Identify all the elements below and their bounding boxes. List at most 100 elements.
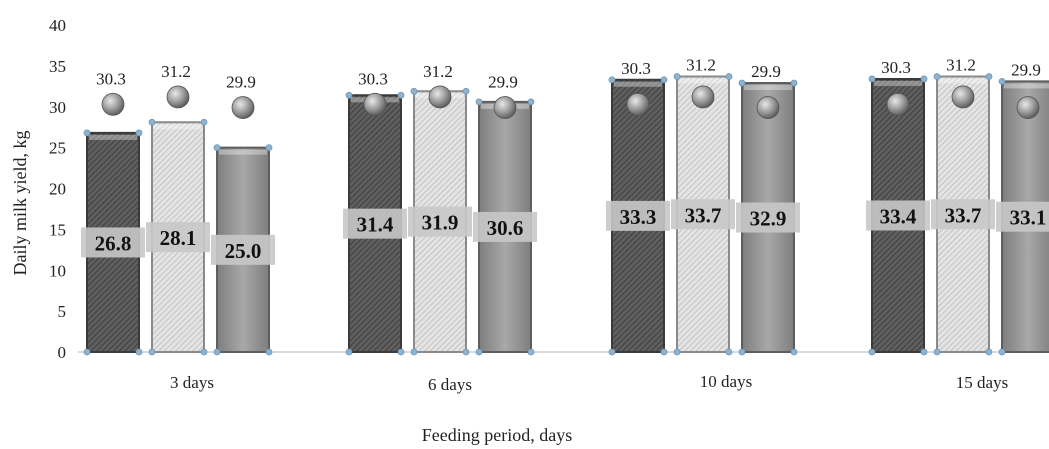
- marker-value-label: 29.9: [751, 62, 781, 81]
- bar-value-box: [996, 201, 1049, 232]
- bar-corner-dot: [135, 348, 143, 356]
- bar-corner-dot: [475, 348, 483, 356]
- bar-corner-dot: [660, 348, 668, 356]
- bar-corner-dot: [790, 79, 798, 87]
- y-tick-label: 15: [49, 220, 66, 239]
- bar-bevel: [614, 81, 662, 87]
- marker-value-label: 31.2: [686, 56, 716, 75]
- bar-series: 26.8 28.1 25.0 31.4 31.9 30.6 33.3 33.7 32.9 33.4…: [81, 73, 1049, 356]
- y-tick-label: 40: [49, 16, 66, 35]
- bar-bevel: [744, 85, 792, 91]
- bar-corner-dot: [527, 348, 535, 356]
- marker-value-label: 31.2: [161, 62, 191, 81]
- bar-corner-dot: [673, 73, 681, 80]
- y-tick-label: 5: [58, 302, 67, 321]
- bar-corner-dot: [200, 348, 208, 356]
- marker-point: [951, 85, 975, 109]
- marker-point: [493, 96, 517, 119]
- marker-point: [886, 92, 910, 116]
- marker-value-label: 30.3: [358, 69, 388, 88]
- x-category-label: 6 days: [428, 375, 472, 394]
- marker-point: [1016, 96, 1040, 119]
- marker-value-label: 30.3: [881, 58, 911, 77]
- bar-corner-dot: [213, 144, 221, 152]
- bar-corner-dot: [868, 75, 876, 83]
- bar-corner-dot: [608, 76, 616, 84]
- bar-corner-dot: [397, 91, 405, 99]
- bar-corner-dot: [410, 348, 418, 356]
- bar-value-box: [736, 202, 800, 233]
- bar-corner-dot: [397, 348, 405, 356]
- bar-value-box: [343, 208, 407, 239]
- marker-value-label: 31.2: [423, 62, 453, 81]
- marker-point: [231, 96, 255, 119]
- bar-corner-dot: [998, 348, 1006, 356]
- bar-bevel: [219, 149, 267, 155]
- bar-value-box: [211, 234, 275, 265]
- marker-value-label: 29.9: [488, 73, 518, 92]
- y-tick-label: 30: [49, 98, 66, 117]
- bar-value-label: 33.7: [945, 203, 982, 227]
- bar-bevel: [89, 134, 137, 140]
- bar-bevel: [679, 78, 727, 84]
- bar-corner-dot: [725, 348, 733, 356]
- bar-value-box: [146, 222, 210, 253]
- bar-corner-dot: [135, 129, 143, 137]
- x-category-label: 15 days: [956, 373, 1008, 392]
- bar-value-label: 28.1: [160, 226, 197, 250]
- bar-corner-dot: [725, 73, 733, 80]
- marker-point: [428, 85, 452, 109]
- bar-value-label: 31.9: [422, 211, 459, 235]
- bar-corner-dot: [462, 348, 470, 356]
- bar-corner-dot: [985, 348, 993, 356]
- bar-corner-dot: [200, 118, 208, 126]
- y-tick-label: 10: [49, 261, 66, 280]
- y-tick-label: 20: [49, 180, 66, 199]
- bar-corner-dot: [920, 348, 928, 356]
- bar-corner-dot: [148, 118, 156, 126]
- bar-corner-dot: [933, 348, 941, 356]
- bar-bevel: [154, 124, 202, 130]
- x-axis-title: Feeding period, days: [422, 425, 572, 445]
- bar-value-box: [671, 199, 735, 230]
- bar-corner-dot: [527, 98, 535, 106]
- bar-value-box: [81, 227, 145, 258]
- bar-bevel: [874, 80, 922, 86]
- bar-corner-dot: [660, 76, 668, 84]
- bar-bevel: [939, 78, 987, 84]
- bar-corner-dot: [265, 348, 273, 356]
- bar-bevel: [1004, 83, 1049, 89]
- x-category-label: 3 days: [170, 373, 214, 392]
- bar-corner-dot: [790, 348, 798, 356]
- bar-corner-dot: [410, 87, 418, 95]
- bar-corner-dot: [345, 348, 353, 356]
- bar-corner-dot: [345, 91, 353, 99]
- marker-point: [691, 85, 715, 109]
- marker-value-label: 29.9: [226, 73, 256, 92]
- bar-corner-dot: [673, 348, 681, 356]
- marker-series: 30.3 31.2 29.9 30.3 31.2 29.9 30.3 31.2 29.9 30.3…: [96, 56, 1041, 119]
- x-category-label: 10 days: [700, 372, 752, 391]
- bar-corner-dot: [738, 348, 746, 356]
- bar-corner-dot: [985, 73, 993, 80]
- marker-value-label: 30.3: [96, 69, 126, 88]
- bar-value-box: [606, 200, 670, 231]
- y-tick-label: 35: [49, 57, 66, 76]
- bar-value-label: 30.6: [487, 216, 524, 240]
- bar-corner-dot: [83, 129, 91, 137]
- y-axis-ticks: 0 5 10 15 20 25 30 35 40: [49, 16, 66, 362]
- bar-value-label: 33.3: [620, 205, 657, 229]
- bar-value-label: 26.8: [95, 231, 132, 255]
- bar-value-box: [408, 206, 472, 237]
- bar-value-label: 31.4: [357, 213, 394, 237]
- marker-point: [756, 96, 780, 119]
- marker-point: [166, 85, 190, 109]
- bar-value-box: [931, 199, 995, 230]
- bar-corner-dot: [608, 348, 616, 356]
- bar-corner-dot: [213, 348, 221, 356]
- marker-point: [363, 92, 387, 116]
- bar-corner-dot: [475, 98, 483, 106]
- bar-corner-dot: [868, 348, 876, 356]
- y-axis-title: Daily milk yield, kg: [10, 131, 30, 276]
